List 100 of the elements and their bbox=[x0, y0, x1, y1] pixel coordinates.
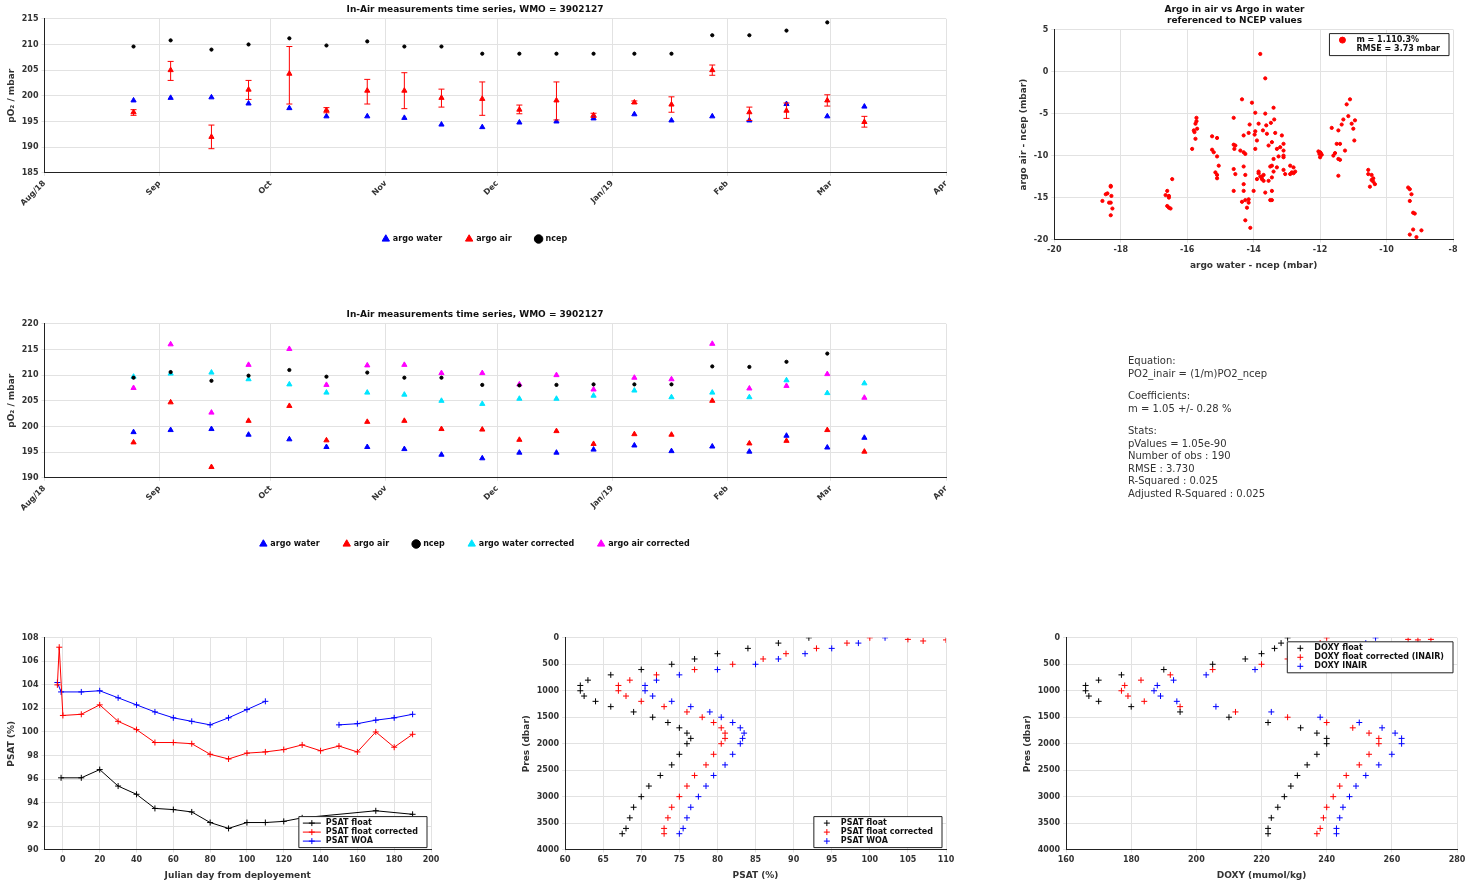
y-tick-label: 1500 bbox=[1037, 712, 1061, 722]
x-tick-label: 80 bbox=[204, 855, 217, 865]
y-tick-label: 215 bbox=[21, 344, 39, 354]
y-tick-label: 500 bbox=[542, 659, 560, 669]
x-tick-label: 90 bbox=[788, 855, 800, 865]
x-tick-label: 0 bbox=[60, 855, 67, 865]
y-tick-label: 108 bbox=[21, 632, 39, 642]
y-tick-label: 96 bbox=[27, 774, 39, 784]
y-tick-label: -15 bbox=[1033, 192, 1049, 202]
legend-label: PSAT WOA bbox=[325, 836, 374, 846]
y-axis-title: pO₂ / mbar bbox=[5, 373, 16, 428]
x-tick-label: 140 bbox=[312, 855, 330, 865]
legend-label: PSAT float corrected bbox=[325, 827, 419, 837]
legend-label: argo air bbox=[476, 234, 512, 244]
x-tick-label: 260 bbox=[1383, 855, 1401, 865]
y-axis-title: pO₂ / mbar bbox=[5, 68, 16, 123]
x-tick-label: 160 bbox=[349, 855, 367, 865]
x-tick-label: 180 bbox=[1122, 855, 1140, 865]
y-tick-label: 3500 bbox=[1037, 818, 1061, 828]
y-tick-label: 0 bbox=[553, 632, 560, 642]
x-tick-label: 240 bbox=[1318, 855, 1336, 865]
y-tick-label: 2000 bbox=[1037, 738, 1061, 748]
chart-title: In-Air measurements time series, WMO = 3902127 bbox=[346, 308, 604, 319]
x-tick-label: 70 bbox=[635, 855, 648, 865]
y-tick-label: -10 bbox=[1033, 150, 1049, 160]
y-tick-label: 3000 bbox=[1037, 791, 1061, 801]
y-tick-label: 94 bbox=[27, 797, 39, 807]
y-tick-label: 2500 bbox=[536, 765, 560, 775]
legend-label: DOXY INAIR bbox=[1314, 661, 1368, 671]
x-tick-label: 120 bbox=[275, 855, 293, 865]
legend-label: ncep bbox=[545, 234, 568, 244]
x-tick-label: 105 bbox=[899, 855, 917, 865]
legend-label: PSAT float bbox=[325, 818, 373, 828]
y-tick-label: -5 bbox=[1039, 108, 1049, 118]
y-tick-label: 195 bbox=[21, 447, 39, 457]
legend-label: argo water bbox=[270, 539, 320, 549]
y-tick-label: -20 bbox=[1033, 234, 1049, 244]
chart-title: In-Air measurements time series, WMO = 3902127 bbox=[346, 3, 604, 14]
x-tick-label: Oct bbox=[256, 178, 274, 196]
text: Equation: PO2_inair = (1/m)PO2_ncep bbox=[1128, 355, 1268, 380]
y-tick-label: 100 bbox=[21, 727, 39, 737]
x-tick-label: 100 bbox=[238, 855, 256, 865]
x-tick-label: -14 bbox=[1246, 245, 1262, 255]
text: Coefficients: m = 1.05 +/- 0.28 % bbox=[1128, 390, 1233, 415]
legend-label: argo air bbox=[353, 539, 390, 549]
x-tick-label: 65 bbox=[597, 855, 610, 865]
y-tick-label: 98 bbox=[27, 750, 39, 760]
annotation: RMSE = 3.73 mbar bbox=[1356, 44, 1441, 54]
x-tick-label: -10 bbox=[1379, 245, 1395, 255]
x-tick-label: 60 bbox=[559, 855, 572, 865]
legend-label: PSAT WOA bbox=[840, 836, 889, 846]
y-tick-label: 215 bbox=[21, 13, 39, 23]
legend-label: ncep bbox=[423, 539, 446, 549]
y-tick-label: 3000 bbox=[536, 791, 560, 801]
y-tick-label: 0 bbox=[1042, 66, 1049, 76]
y-tick-label: 3500 bbox=[536, 818, 560, 828]
x-tick-label: 200 bbox=[422, 855, 440, 865]
x-axis-title: argo water - ncep (mbar) bbox=[1189, 259, 1318, 270]
legend-label: argo water bbox=[392, 234, 443, 244]
y-axis-title: Pres (dbar) bbox=[520, 715, 531, 773]
x-tick-label: 95 bbox=[826, 855, 838, 865]
x-tick-label: 180 bbox=[385, 855, 403, 865]
y-tick-label: 185 bbox=[21, 167, 39, 177]
x-tick-label: 60 bbox=[167, 855, 180, 865]
x-axis-title: Julian day from deployement bbox=[163, 869, 312, 880]
y-tick-label: 1000 bbox=[536, 685, 560, 695]
x-tick-label: Oct bbox=[256, 483, 274, 501]
y-tick-label: 210 bbox=[21, 370, 39, 380]
y-tick-label: 0 bbox=[1054, 632, 1061, 642]
legend-label: DOXY float bbox=[1314, 643, 1364, 653]
y-tick-label: 90 bbox=[27, 844, 39, 854]
y-axis-title: PSAT (%) bbox=[5, 720, 16, 767]
text: Stats: pValues = 1.05e-90 Number of obs : 190 RMSE : 3.730 R-Squared : 0.025 Adjusted R-Squared : 0.025 bbox=[1128, 425, 1266, 500]
legend-label: m = 1.110.3% bbox=[1356, 35, 1419, 45]
y-tick-label: 1000 bbox=[1037, 685, 1061, 695]
legend-label: DOXY float corrected (INAIR) bbox=[1314, 652, 1445, 662]
y-tick-label: 500 bbox=[1043, 659, 1061, 669]
legend-label: argo water corrected bbox=[478, 539, 575, 549]
y-tick-label: 102 bbox=[21, 703, 39, 713]
x-tick-label: 40 bbox=[130, 855, 143, 865]
y-tick-label: 220 bbox=[21, 318, 39, 328]
legend-label: PSAT float bbox=[840, 818, 888, 828]
y-axis-title: Pres (dbar) bbox=[1021, 715, 1032, 773]
x-tick-label: 280 bbox=[1448, 855, 1466, 865]
legend-label: PSAT float corrected bbox=[840, 827, 934, 837]
chart-title: Argo in air vs Argo in water referenced to NCEP values bbox=[1164, 3, 1305, 25]
x-tick-label: 220 bbox=[1253, 855, 1271, 865]
y-tick-label: 4000 bbox=[1037, 844, 1061, 854]
x-tick-label: 100 bbox=[861, 855, 879, 865]
y-tick-label: 92 bbox=[27, 821, 39, 831]
x-tick-label: -8 bbox=[1448, 245, 1458, 255]
y-tick-label: 205 bbox=[21, 65, 39, 75]
x-tick-label: 20 bbox=[94, 855, 106, 865]
y-tick-label: 104 bbox=[21, 679, 39, 689]
y-tick-label: 5 bbox=[1042, 24, 1049, 34]
x-tick-label: 75 bbox=[673, 855, 686, 865]
y-tick-label: 190 bbox=[21, 472, 39, 482]
y-tick-label: 200 bbox=[21, 421, 39, 431]
x-tick-label: 200 bbox=[1188, 855, 1206, 865]
x-tick-label: 160 bbox=[1057, 855, 1075, 865]
